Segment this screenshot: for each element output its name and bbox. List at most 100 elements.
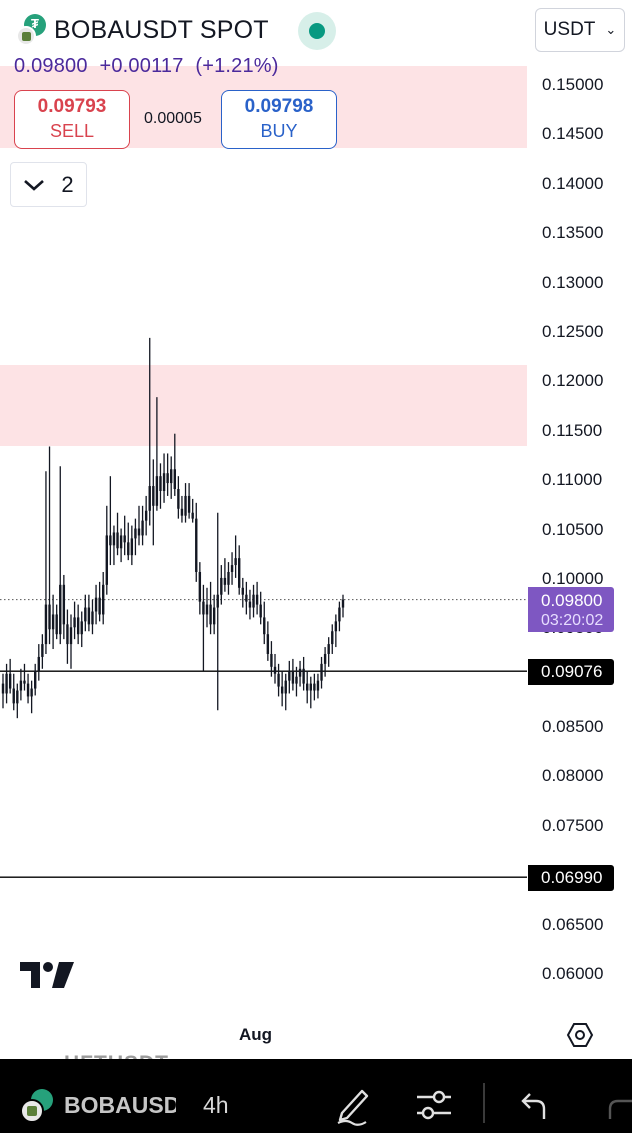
price-axis-label: 0.14000	[542, 173, 604, 193]
candle-body	[341, 599, 345, 608]
price-axis-label: 0.10500	[542, 519, 604, 539]
sell-button[interactable]: 0.09793 SELL	[14, 90, 130, 149]
candle-body	[41, 644, 44, 657]
candle-body	[270, 653, 273, 667]
candle-body	[259, 604, 262, 618]
candle-body	[220, 577, 223, 595]
candle-body	[170, 469, 173, 484]
redo-icon[interactable]	[600, 1083, 632, 1127]
price-axis-label: 0.07500	[542, 815, 604, 835]
candle-body	[205, 604, 209, 615]
candle-body	[291, 670, 295, 684]
symbol-logo-icon	[14, 14, 46, 46]
price-axis-label: 0.12000	[542, 371, 604, 391]
price-axis-label: 0.14500	[542, 124, 604, 144]
market-status-icon[interactable]	[298, 12, 336, 50]
candle-body	[76, 617, 80, 635]
candle-body	[116, 532, 119, 549]
candle-body	[191, 512, 194, 519]
candle-body	[316, 680, 320, 691]
candle-body	[306, 683, 309, 691]
sell-label: SELL	[49, 121, 95, 141]
candle-body	[134, 528, 137, 539]
candle-body	[266, 634, 270, 654]
buy-label: BUY	[260, 121, 298, 141]
drawing-tools-icon[interactable]	[332, 1083, 372, 1127]
candle-body	[313, 683, 316, 691]
candle-body	[334, 621, 338, 632]
candle-body	[180, 508, 184, 516]
candle-body	[127, 542, 130, 556]
candle-body	[30, 688, 33, 697]
candle-body	[112, 532, 116, 546]
candle-body	[66, 624, 69, 645]
candle-body	[94, 597, 98, 612]
symbol-header[interactable]: BOBAUSDT SPOT	[14, 14, 269, 46]
toolbar-separator	[483, 1083, 485, 1123]
candle-body	[216, 594, 219, 608]
candle-body	[280, 686, 284, 694]
price-axis-label: 0.13500	[542, 223, 604, 243]
candle-body	[323, 653, 327, 664]
last-price-tag-value: 0.09800	[541, 591, 603, 610]
candle-body	[252, 594, 255, 608]
symbol-logo-icon	[20, 1089, 53, 1123]
candle-body	[119, 535, 123, 549]
currency-select[interactable]: USDT ⌄	[535, 8, 625, 52]
spread-value: 0.00005	[144, 110, 202, 127]
candle-body	[184, 495, 187, 516]
candle-body	[59, 584, 62, 635]
candle-body	[187, 495, 191, 513]
candle-body	[331, 631, 334, 645]
candle-body	[155, 476, 159, 506]
currency-value: USDT	[543, 19, 596, 40]
candle-body	[195, 518, 198, 572]
indicator-settings-icon[interactable]	[414, 1083, 454, 1127]
candle-body	[227, 571, 230, 585]
candle-body	[51, 614, 55, 630]
candle-body	[209, 604, 212, 625]
candle-body	[84, 607, 87, 622]
chevron-down-icon: ⌄	[605, 22, 617, 37]
candle-body	[148, 486, 151, 511]
price-axis-label: 0.11500	[542, 420, 603, 440]
symbol-selector-button[interactable]: BOBAUSDT	[64, 1092, 176, 1118]
candle-body	[123, 535, 126, 543]
price-change: +0.00117	[99, 55, 184, 77]
time-axis-label: Aug	[239, 1025, 273, 1044]
candle-body	[162, 473, 166, 491]
candle-body	[277, 673, 280, 687]
interval-selector-button[interactable]: 4h	[203, 1092, 229, 1118]
candle-body	[223, 577, 227, 585]
candle-body	[87, 607, 91, 625]
candle-body	[245, 594, 248, 602]
candle-body	[177, 489, 180, 509]
candle-body	[69, 627, 73, 645]
candle-body	[338, 607, 341, 622]
candle-body	[12, 688, 15, 704]
sell-price: 0.09793	[37, 96, 107, 117]
bottom-toolbar: BOBAUSDT 4h	[0, 1059, 632, 1133]
undo-icon[interactable]	[514, 1083, 554, 1127]
price-axis-label: 0.11000	[542, 470, 603, 490]
price-axis-label: 0.08000	[542, 766, 604, 786]
candle-body	[98, 597, 101, 615]
price-axis-label: 0.08500	[542, 717, 604, 737]
price-axis-label: 0.06000	[542, 964, 604, 983]
candle-body	[44, 604, 48, 645]
candle-body	[309, 683, 312, 691]
candle-body	[238, 558, 241, 588]
candle-countdown: 03:20:02	[541, 612, 604, 629]
candle-body	[130, 538, 134, 556]
price-axis-label: 0.15000	[542, 75, 604, 94]
indicators-toggle-button[interactable]: 2	[10, 162, 87, 207]
chart-settings-icon[interactable]	[566, 1021, 594, 1049]
buy-button[interactable]: 0.09798 BUY	[221, 90, 337, 149]
candle-body	[320, 663, 323, 681]
candle-body	[327, 644, 330, 654]
candle-body	[80, 621, 83, 635]
candle-body	[8, 673, 12, 689]
candlestick-chart[interactable]	[0, 0, 527, 1000]
candle-body	[62, 584, 66, 625]
price-axis-label: 0.06500	[542, 914, 604, 934]
